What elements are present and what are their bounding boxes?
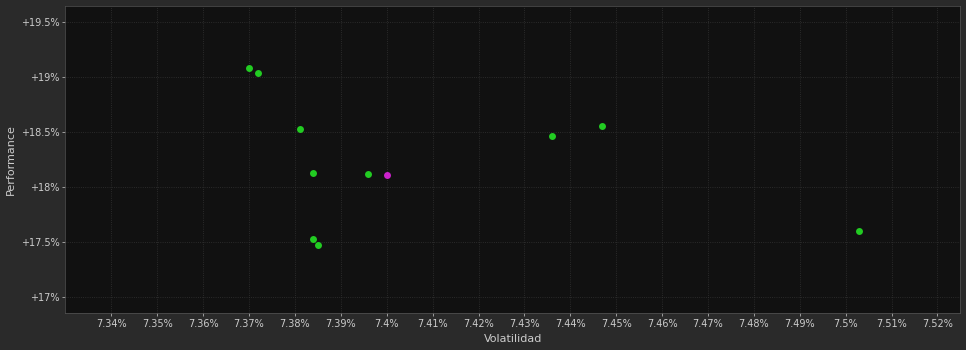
Point (595, 124, 611, 129)
X-axis label: Volatilidad: Volatilidad (484, 335, 542, 344)
Point (852, 228, 867, 234)
Point (292, 126, 307, 132)
Point (305, 236, 321, 241)
Point (305, 170, 321, 175)
Point (544, 134, 559, 139)
Point (310, 243, 326, 248)
Y-axis label: Performance: Performance (6, 124, 15, 195)
Point (242, 65, 257, 71)
Point (360, 171, 376, 176)
Point (379, 172, 394, 178)
Point (250, 70, 266, 75)
